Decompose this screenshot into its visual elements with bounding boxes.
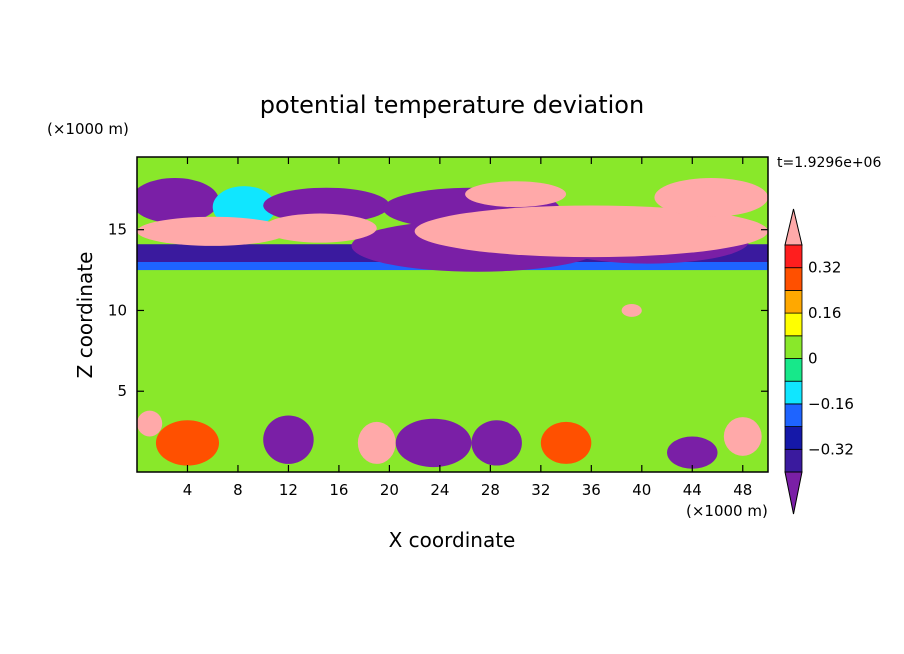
contour-blob-19 [395, 418, 472, 468]
x-axis-label: X coordinate [389, 528, 516, 552]
x-tick-label: 44 [683, 481, 702, 499]
colorbar-box [784, 335, 803, 359]
x-axis: 4 8 12 16 20 24 28 32 36 40 44 48 [183, 157, 752, 499]
contour-blob-16 [155, 420, 220, 466]
x-tick-label: 40 [632, 481, 651, 499]
plot-frame [136, 156, 769, 473]
x-unit-label: (×1000 m) [686, 502, 768, 520]
x-tick-label: 20 [380, 481, 399, 499]
y-tick-label: 5 [117, 382, 127, 400]
contour-blob-9 [137, 216, 289, 246]
x-tick-label: 36 [582, 481, 601, 499]
colorbar-legend: 0.32 0.16 0 −0.16 −0.32 [784, 208, 854, 515]
contour-blob-13 [465, 181, 567, 208]
colorbar-tick-label: 0.32 [808, 259, 841, 277]
x-tick-label: 24 [430, 481, 449, 499]
x-tick-label: 16 [329, 481, 348, 499]
colorbar-box [784, 289, 803, 314]
y-axis-label: Z coordinate [73, 252, 97, 379]
contour-blob-15 [137, 410, 163, 437]
contour-blob-20 [471, 420, 522, 466]
colorbar-tick-label: −0.32 [808, 440, 854, 458]
colorbar-box [784, 267, 803, 291]
x-tick-label: 8 [233, 481, 243, 499]
contour-blob-5 [263, 187, 390, 224]
colorbar-tick-label: −0.16 [808, 395, 854, 413]
contour-blob-21 [540, 421, 592, 464]
contour-blob-14 [621, 304, 642, 317]
x-tick-label: 4 [183, 481, 193, 499]
y-unit-label: (×1000 m) [47, 120, 129, 138]
contour-blob-17 [263, 415, 314, 464]
colorbar-bottom-arrow [784, 471, 803, 515]
contour-blob-18 [357, 421, 396, 464]
x-tick-label: 48 [733, 481, 752, 499]
colorbar-tick-label: 0 [808, 350, 818, 368]
contour-blob-23 [723, 417, 762, 456]
contour-blob-10 [263, 213, 377, 243]
x-tick-label: 32 [531, 481, 550, 499]
colorbar-box [784, 244, 803, 269]
colorbar-box [784, 403, 803, 427]
x-tick-label: 12 [279, 481, 298, 499]
colorbar-box [784, 312, 803, 337]
colorbar-top-arrow [784, 208, 803, 246]
colorbar-box [784, 358, 803, 382]
plot-area [137, 157, 768, 472]
contour-blob-3 [137, 178, 220, 224]
colorbar-box [784, 426, 803, 450]
y-tick-label: 10 [108, 301, 127, 319]
contour-blob-11 [414, 205, 768, 258]
colorbar-tick-label: 0.16 [808, 304, 841, 322]
x-tick-label: 28 [481, 481, 500, 499]
colorbar-box [784, 380, 803, 405]
contour-fills [137, 157, 768, 472]
contour-blob-12 [654, 178, 768, 217]
chart-title: potential temperature deviation [260, 91, 644, 119]
y-tick-label: 15 [108, 221, 127, 239]
colorbar-box [784, 448, 803, 473]
contour-blob-22 [667, 436, 718, 469]
y-axis: 5 10 15 [108, 221, 768, 400]
time-label: t=1.9296e+06 [777, 155, 881, 171]
